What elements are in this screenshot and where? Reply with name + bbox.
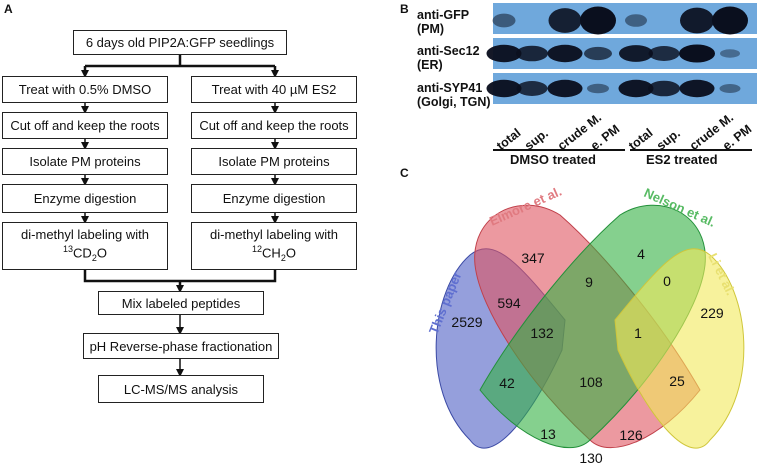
blot-label-syp41-line2: (Golgi, TGN) — [417, 95, 491, 109]
dmso-reagent-base: CD — [73, 244, 92, 260]
mix-peptides-box: Mix labeled peptides — [98, 291, 264, 315]
dmso-reagent-sub: 2 — [91, 252, 97, 263]
blot-label-sec12: anti-Sec12 (ER) — [417, 44, 480, 72]
group-label-es2: ES2 treated — [646, 152, 718, 167]
blot-band-r1-l0 — [486, 44, 522, 63]
blot-band-r1-l3 — [584, 46, 612, 61]
blot-label-gfp: anti-GFP (PM) — [417, 8, 469, 36]
dmso-treat-box: Treat with 0.5% DMSO — [2, 76, 168, 103]
blot-band-r2-l6 — [679, 79, 715, 98]
blot-band-r1-l6 — [679, 44, 715, 63]
fractionation-box: pH Reverse-phase fractionation — [83, 333, 279, 359]
dmso-reagent-end: O — [96, 244, 107, 260]
panel-c-letter: C — [400, 166, 409, 180]
dmso-labeling-line1: di-methyl labeling with — [21, 226, 149, 242]
dmso-digest-box: Enzyme digestion — [2, 184, 168, 213]
venn-count-elmore-nelson: 9 — [585, 274, 593, 290]
blot-band-r1-l5 — [648, 46, 680, 61]
blot-band-r0-l6 — [680, 7, 714, 34]
es2-cut-box: Cut off and keep the roots — [191, 112, 357, 139]
blot-band-r2-l3 — [587, 83, 609, 94]
blot-band-r0-l3 — [580, 6, 616, 35]
venn-count-this-nelson: 42 — [499, 375, 515, 391]
blot-band-r2-l1 — [516, 81, 548, 96]
blot-label-syp41: anti-SYP41 (Golgi, TGN) — [417, 81, 491, 109]
blot-band-r1-l7 — [720, 49, 740, 58]
es2-reagent-end: O — [285, 244, 296, 260]
venn-count-this-elmore: 594 — [497, 295, 521, 311]
blot-band-r0-l4 — [625, 14, 647, 27]
es2-isolate-box: Isolate PM proteins — [191, 148, 357, 175]
venn-count-this-elmore-li: 126 — [619, 427, 643, 443]
venn-count-this-elmore-nelson: 132 — [530, 325, 554, 341]
blot-band-r1-l4 — [619, 45, 653, 62]
dmso-cut-box: Cut off and keep the roots — [2, 112, 168, 139]
venn-count-nelson-li: 0 — [663, 273, 671, 289]
venn-count-nelson-only: 4 — [637, 246, 645, 262]
blot-band-r1-l1 — [516, 45, 548, 62]
panel-a-letter: A — [4, 2, 13, 16]
seedlings-box: 6 days old PIP2A:GFP seedlings — [73, 30, 287, 55]
venn-set-li — [614, 248, 745, 449]
blot-label-sec12-line2: (ER) — [417, 58, 443, 72]
es2-reagent-base: CH — [262, 244, 281, 260]
blot-label-gfp-line2: (PM) — [417, 22, 445, 36]
venn-count-all: 108 — [579, 374, 603, 390]
es2-isotope-sup: 12 — [252, 243, 263, 254]
venn-count-this-only: 2529 — [451, 314, 482, 330]
venn-count-li-only: 229 — [700, 305, 724, 321]
es2-treat-box: Treat with 40 µM ES2 — [191, 76, 357, 103]
dmso-isotope-sup: 13 — [63, 243, 74, 254]
venn-count-elmore-nelson-li: 1 — [634, 325, 642, 341]
es2-labeling-box: di-methyl labeling with 12CH2O — [191, 222, 357, 270]
dmso-labeling-box: di-methyl labeling with 13CD2O — [2, 222, 168, 270]
es2-labeling-reagent: 12CH2O — [210, 242, 338, 266]
blot-band-r2-l5 — [648, 80, 680, 97]
blot-band-r0-l2 — [548, 8, 582, 33]
blot-band-r2-l7 — [719, 84, 741, 93]
panel-b-letter: B — [400, 2, 409, 16]
blot-label-syp41-line1: anti-SYP41 — [417, 81, 483, 95]
blot-band-r0-l0 — [492, 13, 516, 28]
venn-count-elmore-li: 25 — [669, 373, 685, 389]
dmso-labeling-reagent: 13CD2O — [21, 242, 149, 266]
blot-band-r2-l4 — [618, 79, 654, 98]
group-label-dmso: DMSO treated — [510, 152, 596, 167]
lcms-box: LC-MS/MS analysis — [98, 375, 264, 403]
es2-reagent-sub: 2 — [280, 252, 286, 263]
dmso-isolate-box: Isolate PM proteins — [2, 148, 168, 175]
es2-digest-box: Enzyme digestion — [191, 184, 357, 213]
blot-label-sec12-line1: anti-Sec12 — [417, 44, 480, 58]
venn-count-elmore-only: 347 — [521, 250, 545, 266]
blot-band-r0-l7 — [712, 6, 748, 35]
blot-band-r1-l2 — [547, 44, 583, 63]
blot-band-r2-l0 — [486, 79, 522, 98]
venn-count-this-li: 130 — [579, 450, 603, 466]
venn-count-this-nelson-li: 13 — [540, 426, 556, 442]
blot-label-gfp-line1: anti-GFP — [417, 8, 470, 22]
blot-band-r2-l2 — [547, 79, 583, 98]
es2-labeling-line1: di-methyl labeling with — [210, 226, 338, 242]
